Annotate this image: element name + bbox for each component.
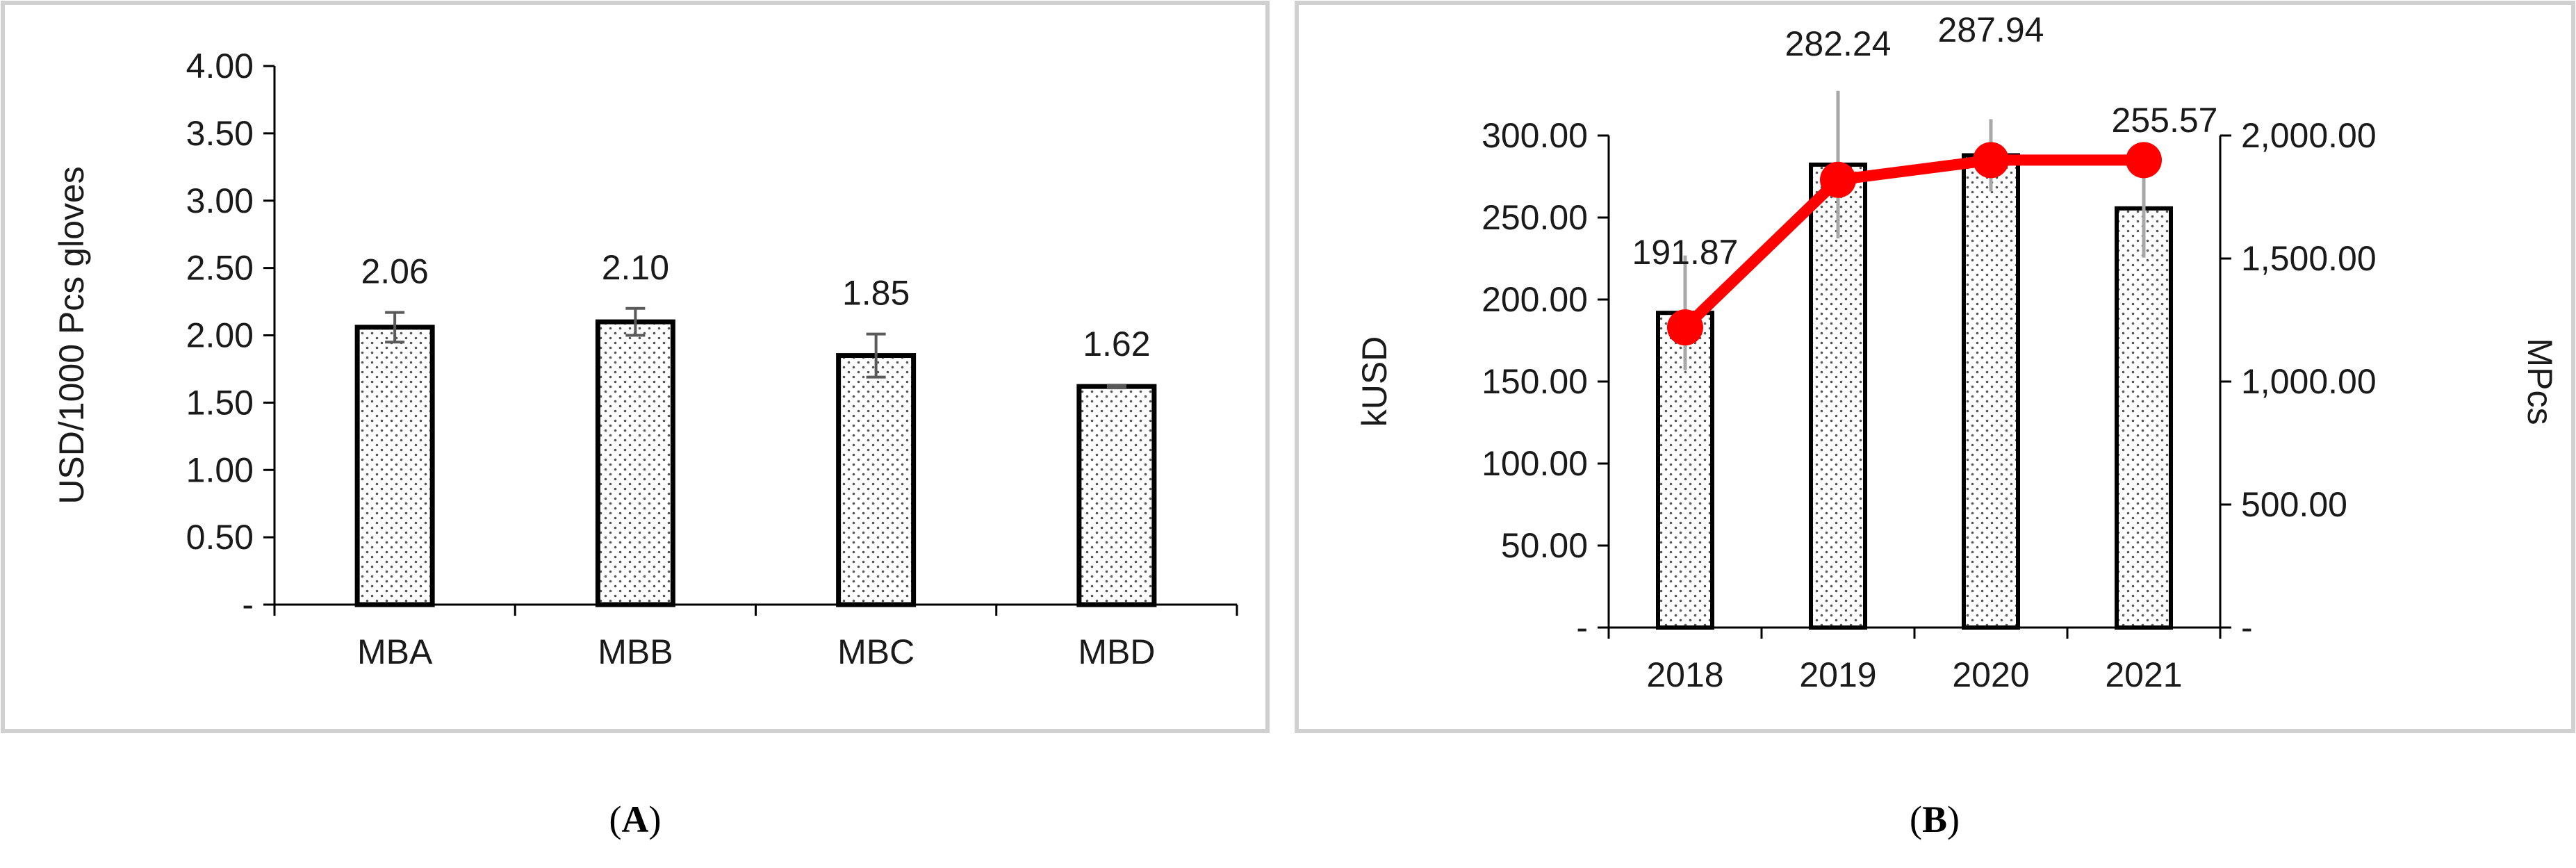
chart-a: - 0.50 1.00 1.50 2.00 2.50 3.00 3.50 4.00 2.06 MBA… [52, 47, 1238, 671]
line-point [1973, 142, 2009, 179]
x-tick-label: MBB [598, 632, 673, 671]
panel-b-label: (B) [1910, 799, 1960, 840]
left-y-tick-label: 300.00 [1482, 116, 1588, 155]
y-tick-label: - [242, 585, 254, 624]
line-point [2126, 142, 2162, 179]
y-tick-label: 1.00 [186, 450, 254, 489]
panel-b-frame [1295, 1, 2575, 733]
left-y-axis-title: kUSD [1355, 336, 1394, 427]
line-point [1667, 309, 1703, 346]
left-y-tick-label: 200.00 [1482, 280, 1588, 319]
y-tick-label: 3.50 [186, 114, 254, 153]
data-label: 282.24 [1785, 24, 1892, 63]
data-label: 287.94 [1938, 10, 2044, 49]
data-label: 1.62 [1083, 325, 1150, 363]
right-y-tick-label: 500.00 [2241, 485, 2347, 524]
chart-b: - 50.00 100.00 150.00 200.00 250.00 300.00 - 500… [1355, 10, 2559, 694]
x-tick-label: MBC [837, 632, 914, 671]
panel-a-frame [1, 1, 1270, 733]
bar [595, 319, 675, 607]
y-tick-label: 2.50 [186, 249, 254, 288]
x-tick-label: 2018 [1646, 655, 1723, 694]
bar [836, 353, 917, 607]
y-axis-title: USD/1000 Pcs gloves [52, 166, 91, 504]
right-y-tick-label: - [2241, 608, 2253, 647]
line-series [1681, 154, 2144, 331]
right-y-tick-label: 1,500.00 [2241, 239, 2377, 278]
x-tick-label: 2021 [2105, 655, 2182, 694]
y-tick-label: 1.50 [186, 383, 254, 422]
data-label: 255.57 [2112, 101, 2218, 140]
right-y-tick-label: 1,000.00 [2241, 362, 2377, 401]
bar [354, 325, 435, 607]
y-tick-label: 4.00 [186, 47, 254, 85]
y-tick-label: 2.00 [186, 316, 254, 355]
right-y-axis-title: MPcs [2520, 338, 2559, 425]
left-y-tick-label: 250.00 [1482, 198, 1588, 237]
x-tick-label: MBA [357, 632, 433, 671]
data-label: 2.10 [602, 248, 669, 287]
data-label: 191.87 [1632, 233, 1739, 272]
left-y-tick-label: 100.00 [1482, 444, 1588, 483]
left-y-tick-label: 150.00 [1482, 362, 1588, 401]
data-label: 1.85 [842, 274, 910, 313]
x-tick-label: MBD [1078, 632, 1155, 671]
y-tick-label: 3.00 [186, 181, 254, 220]
bar [1809, 162, 1867, 630]
left-y-tick-label: 50.00 [1501, 526, 1588, 565]
bar [2115, 206, 2173, 630]
line-point [1820, 161, 1856, 198]
panel-a-label: (A) [609, 799, 662, 840]
bar [1962, 153, 2020, 630]
x-tick-label: 2020 [1952, 655, 2029, 694]
right-y-tick-label: 2,000.00 [2241, 116, 2377, 155]
x-tick-label: 2019 [1799, 655, 1876, 694]
y-tick-label: 0.50 [186, 518, 254, 557]
bar [1076, 384, 1157, 607]
data-label: 2.06 [361, 252, 428, 291]
left-y-tick-label: - [1576, 608, 1588, 647]
